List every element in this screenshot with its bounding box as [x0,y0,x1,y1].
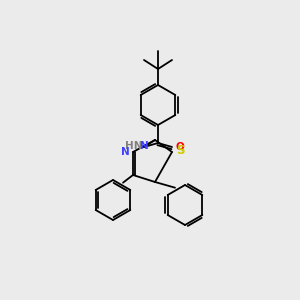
Text: N: N [121,147,130,157]
Text: S: S [176,143,184,157]
Text: HN: HN [124,141,142,151]
Text: N: N [140,141,149,151]
Text: O: O [175,142,184,152]
